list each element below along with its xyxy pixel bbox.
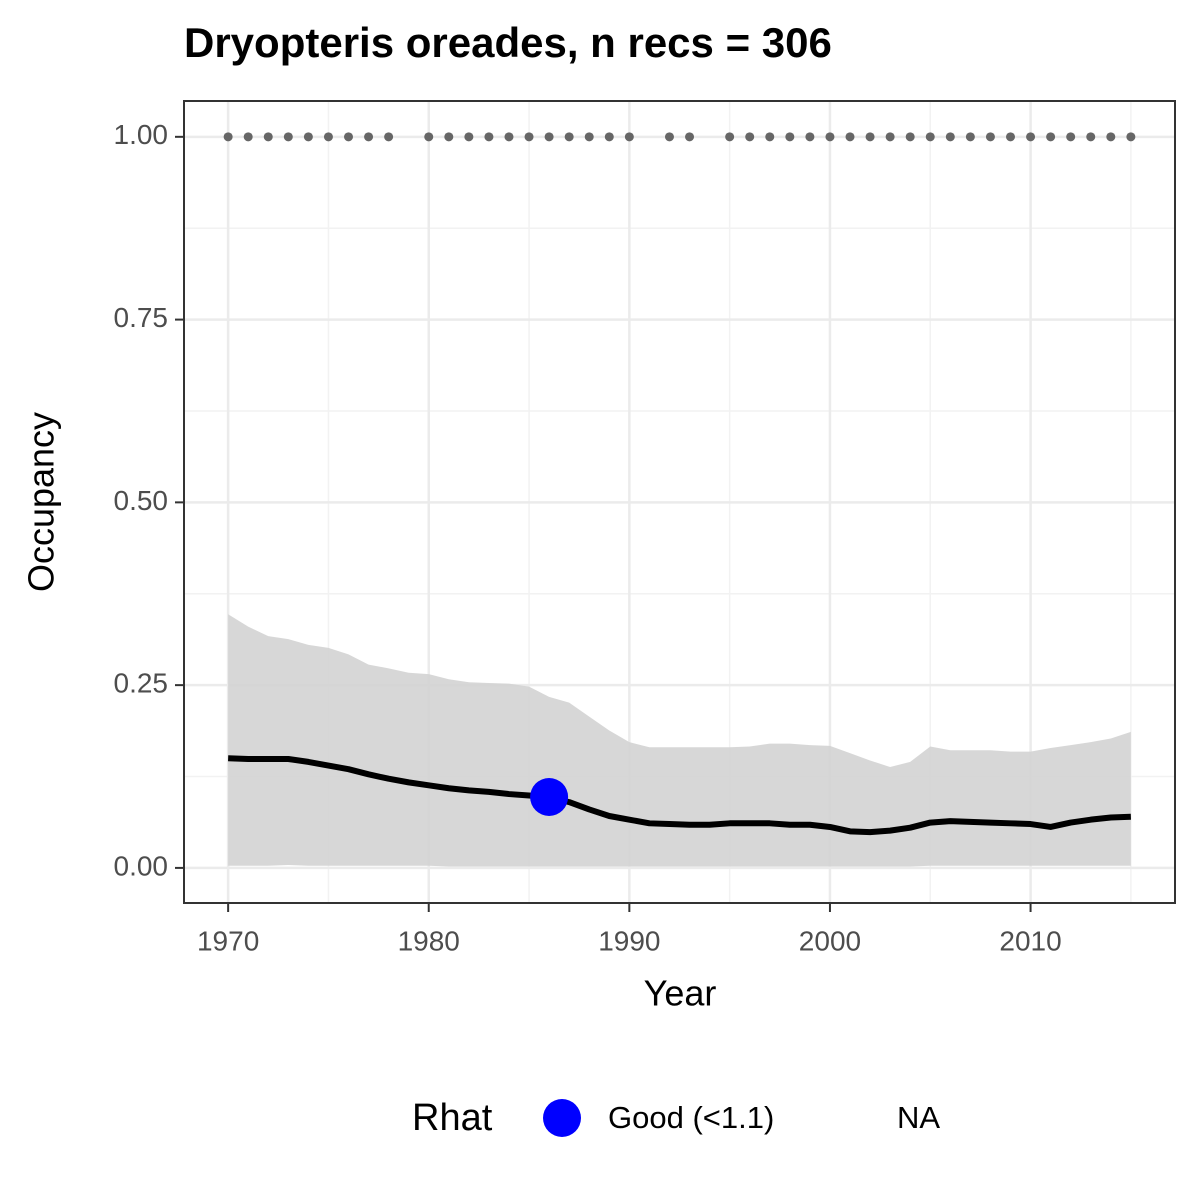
record-dot (384, 132, 394, 142)
record-dot (785, 132, 795, 142)
record-dot (323, 132, 333, 142)
x-tick-label: 2010 (999, 925, 1061, 956)
record-dot (745, 132, 755, 142)
record-dot (223, 132, 233, 142)
chart-title: Dryopteris oreades, n recs = 306 (184, 19, 832, 66)
record-dot (945, 132, 955, 142)
x-tick-label: 1970 (197, 925, 259, 956)
record-dot (805, 132, 815, 142)
record-dot (424, 132, 434, 142)
record-dot (343, 132, 353, 142)
record-dot (905, 132, 915, 142)
record-dot (825, 132, 835, 142)
x-axis-title: Year (644, 973, 717, 1014)
record-dot (965, 132, 975, 142)
y-tick-label: 0.50 (114, 485, 169, 516)
record-dot (444, 132, 454, 142)
record-dot (464, 132, 474, 142)
record-dot (725, 132, 735, 142)
record-dot (564, 132, 574, 142)
record-dot (1046, 132, 1056, 142)
record-dot (1126, 132, 1136, 142)
legend-key (543, 1099, 581, 1137)
record-dot (885, 132, 895, 142)
record-dot (544, 132, 554, 142)
record-dot (364, 132, 374, 142)
legend-label: Good (<1.1) (608, 1100, 774, 1135)
record-dot (1006, 132, 1016, 142)
confidence-ribbon (228, 614, 1131, 867)
record-dot (303, 132, 313, 142)
record-dot (624, 132, 634, 142)
x-tick-label: 2000 (799, 925, 861, 956)
record-dot (664, 132, 674, 142)
mean-line (228, 755, 1131, 836)
record-dot (263, 132, 273, 142)
record-dot (985, 132, 995, 142)
record-dot (604, 132, 614, 142)
x-tick-label: 1980 (398, 925, 460, 956)
plot-border (183, 100, 1176, 904)
record-dot (243, 132, 253, 142)
rhat-point (530, 777, 569, 816)
record-dot (584, 132, 594, 142)
legend-label: NA (897, 1100, 940, 1135)
y-tick-label: 0.00 (114, 850, 169, 881)
legend-title: Rhat (412, 1097, 493, 1139)
record-dot (865, 132, 875, 142)
record-dot (1066, 132, 1076, 142)
record-dot (524, 132, 534, 142)
y-tick-label: 1.00 (114, 119, 169, 150)
record-dot (845, 132, 855, 142)
y-axis-title: Occupancy (21, 412, 62, 592)
record-dot (484, 132, 494, 142)
y-tick-label: 0.75 (114, 302, 169, 333)
record-dot (283, 132, 293, 142)
x-tick-label: 1990 (598, 925, 660, 956)
record-dot (1026, 132, 1036, 142)
record-dot (925, 132, 935, 142)
record-dot (765, 132, 775, 142)
record-dot (1106, 132, 1116, 142)
record-dot (504, 132, 514, 142)
record-dot (685, 132, 695, 142)
record-dot (1086, 132, 1096, 142)
y-tick-label: 0.25 (114, 668, 169, 699)
